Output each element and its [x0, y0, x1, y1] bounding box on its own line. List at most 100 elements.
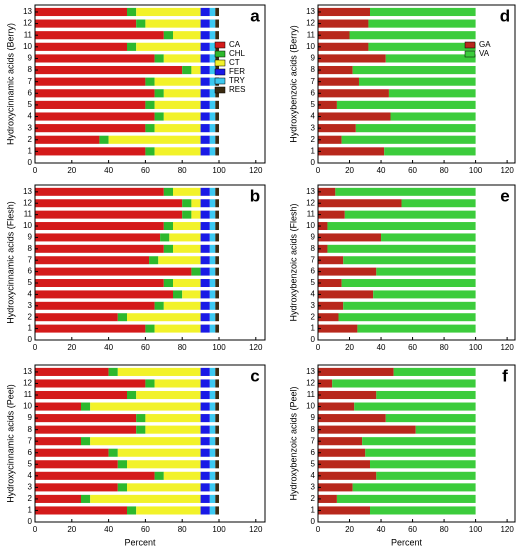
- bar-segment: [215, 135, 219, 144]
- bar-segment: [136, 19, 146, 28]
- bar-segment: [318, 471, 377, 480]
- y-tick-label: 7: [311, 436, 316, 445]
- y-tick-label: 10: [306, 42, 315, 51]
- bar-segment: [209, 222, 216, 231]
- bar-segment: [318, 31, 350, 40]
- x-tick-label: 40: [104, 343, 113, 352]
- x-axis-label: Percent: [124, 537, 156, 547]
- bar-segment: [318, 54, 386, 63]
- y-tick-label: 12: [23, 19, 32, 28]
- bar-segment: [384, 147, 476, 156]
- bar-segment: [415, 425, 476, 434]
- bar-segment: [318, 313, 339, 322]
- y-axis-label: Hydroxycinnamic acids (Flesh): [5, 201, 15, 324]
- bar-segment: [191, 199, 201, 208]
- bar-segment: [209, 267, 216, 276]
- x-tick-label: 120: [500, 166, 514, 175]
- y-tick-label: 9: [28, 233, 33, 242]
- bar-segment: [127, 460, 201, 469]
- bar-segment: [209, 437, 216, 446]
- y-tick-label: 2: [311, 135, 316, 144]
- bar-segment: [158, 256, 201, 265]
- bar-segment: [209, 89, 216, 98]
- bar-segment: [145, 379, 155, 388]
- bar-segment: [209, 54, 216, 63]
- x-tick-label: 120: [249, 525, 263, 534]
- y-tick-label: 9: [28, 413, 33, 422]
- bar-segment: [215, 31, 219, 40]
- bar-segment: [35, 233, 161, 242]
- bar-segment: [200, 471, 210, 480]
- y-tick-label: 3: [28, 482, 33, 491]
- bar-segment: [215, 402, 219, 411]
- bar-segment: [362, 437, 476, 446]
- bar-segment: [209, 367, 216, 376]
- bar-segment: [108, 135, 201, 144]
- bar-segment: [209, 483, 216, 492]
- bar-segment: [154, 471, 164, 480]
- x-tick-label: 20: [67, 525, 76, 534]
- legend-swatch: [214, 77, 226, 85]
- bar-segment: [35, 301, 155, 310]
- bar-segment: [215, 460, 219, 469]
- bar-segment: [200, 279, 210, 288]
- bar-segment: [209, 379, 216, 388]
- bar-segment: [318, 65, 353, 75]
- y-tick-label: 4: [28, 112, 33, 121]
- bar-segment: [215, 222, 219, 231]
- y-tick-label: 9: [311, 413, 316, 422]
- bar-segment: [200, 494, 210, 503]
- bar-segment: [215, 112, 219, 121]
- bar-segment: [215, 367, 219, 376]
- bar-segment: [352, 483, 476, 492]
- x-tick-label: 80: [440, 525, 449, 534]
- x-tick-label: 60: [408, 525, 417, 534]
- bar-segment: [145, 77, 155, 86]
- bar-segment: [209, 244, 216, 253]
- x-tick-label: 120: [249, 343, 263, 352]
- y-axis-label: Hydroxycinnamic acids (Berry): [5, 23, 15, 145]
- plot-frame: [317, 364, 516, 523]
- bar-segment: [35, 425, 137, 434]
- bar-segment: [209, 147, 216, 156]
- y-tick-label: 3: [311, 482, 316, 491]
- bar-segment: [215, 506, 219, 515]
- bar-segment: [35, 279, 164, 288]
- bar-segment: [318, 100, 337, 109]
- bar-segment: [354, 402, 476, 411]
- bar-segment: [318, 483, 353, 492]
- bar-segment: [318, 7, 371, 17]
- bar-segment: [215, 256, 219, 265]
- bar-segment: [163, 279, 173, 288]
- y-tick-label: 1: [28, 146, 33, 155]
- bar-segment: [90, 437, 201, 446]
- bar-segment: [35, 31, 164, 40]
- bar-segment: [200, 367, 210, 376]
- bar-segment: [318, 279, 342, 288]
- bar-segment: [173, 222, 201, 231]
- bar-segment: [154, 112, 164, 121]
- y-tick-label: 4: [311, 471, 316, 480]
- bar-segment: [173, 187, 201, 196]
- y-tick-label: 6: [311, 88, 316, 97]
- bar-segment: [209, 42, 216, 51]
- bar-segment: [335, 187, 476, 196]
- bar-segment: [215, 19, 219, 28]
- x-tick-label: 40: [377, 343, 386, 352]
- bar-segment: [336, 100, 476, 109]
- x-tick-label: 20: [345, 343, 354, 352]
- y-tick-label: 8: [311, 65, 316, 74]
- y-tick-label: 4: [311, 290, 316, 299]
- y-tick-label: 13: [23, 187, 32, 196]
- bar-segment: [344, 210, 476, 219]
- x-tick-label: 0: [316, 525, 321, 534]
- plot-frame: [34, 184, 266, 341]
- y-tick-label: 10: [306, 221, 315, 230]
- bar-segment: [173, 290, 183, 299]
- bar-segment: [318, 210, 345, 219]
- bar-segment: [209, 7, 216, 17]
- bar-segment: [35, 402, 81, 411]
- x-tick-label: 100: [469, 525, 483, 534]
- bar-segment: [154, 100, 201, 109]
- bar-segment: [318, 425, 416, 434]
